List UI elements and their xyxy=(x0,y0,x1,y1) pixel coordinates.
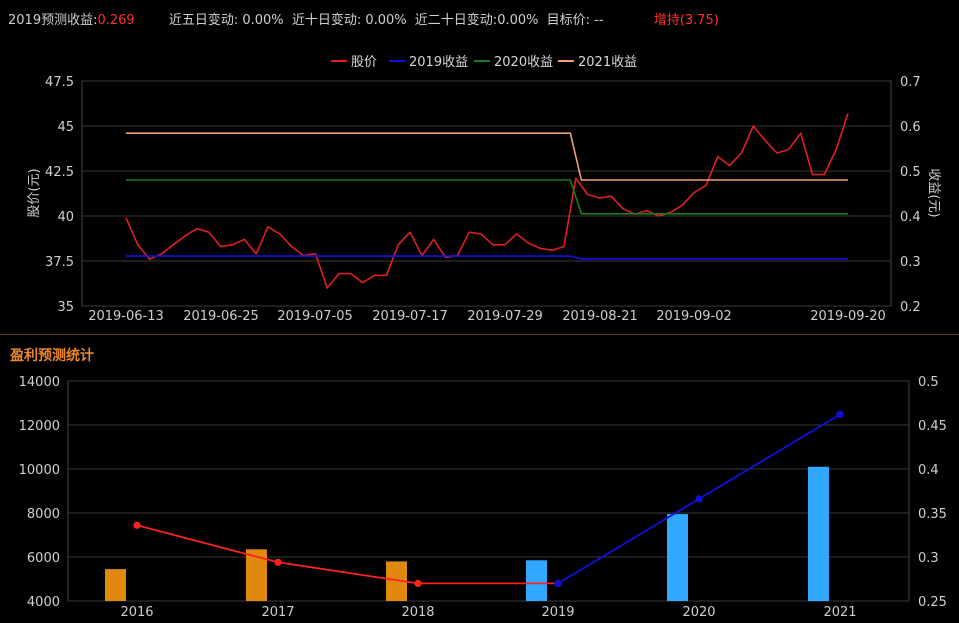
y-tick-label: 37.5 xyxy=(45,255,74,270)
y2-tick-label: 0.2 xyxy=(900,300,921,315)
x-tick-label: 2019 xyxy=(541,605,574,620)
y-tick-label: 12000 xyxy=(19,419,60,434)
y2-tick-label: 0.5 xyxy=(900,165,921,180)
forecast-label: 2019预测收益: xyxy=(8,13,98,28)
legend-label: 股价 xyxy=(351,55,377,70)
legend-label: 2020收益 xyxy=(494,55,553,70)
bar-2016 xyxy=(105,569,126,601)
x-tick-label: 2021 xyxy=(823,605,856,620)
y-tick-label: 40 xyxy=(57,210,74,225)
x-tick-label: 2019-06-13 xyxy=(88,309,164,324)
plot-frame xyxy=(81,80,892,307)
bar-2021 xyxy=(808,466,829,601)
y-tick-label: 14000 xyxy=(19,375,60,390)
y-tick-label: 47.5 xyxy=(45,75,74,90)
y2-tick-label: 0.6 xyxy=(900,120,921,135)
bar-2020 xyxy=(667,514,688,601)
y2-tick-label: 0.3 xyxy=(900,255,921,270)
x-tick-label: 2019-09-02 xyxy=(656,309,732,324)
y2-tick-label: 0.5 xyxy=(918,375,939,390)
plot-frame xyxy=(67,380,910,602)
forecast-value: 0.269 xyxy=(97,13,135,28)
x-tick-label: 2019-07-29 xyxy=(467,309,543,324)
y2-tick-label: 0.45 xyxy=(918,419,947,434)
series-line-2 xyxy=(126,255,848,260)
change5-value: 0.00% xyxy=(242,13,284,28)
y-tick-label: 8000 xyxy=(27,507,60,522)
x-tick-label: 2018 xyxy=(401,605,434,620)
y2-tick-label: 0.3 xyxy=(918,551,939,566)
change10-label: 近十日变动: xyxy=(291,13,362,28)
bar-2017 xyxy=(246,549,267,601)
eps-point xyxy=(695,495,703,503)
change20-label: 近二十日变动: xyxy=(414,13,498,28)
x-tick-label: 2019-07-17 xyxy=(372,309,448,324)
x-tick-label: 2019-06-25 xyxy=(183,309,259,324)
y2-tick-label: 0.35 xyxy=(918,507,947,522)
x-tick-label: 2020 xyxy=(682,605,715,620)
y2-tick-label: 0.25 xyxy=(918,595,947,610)
legend-label: 2021收益 xyxy=(578,55,637,70)
y-tick-label: 45 xyxy=(57,120,74,135)
eps-line-2 xyxy=(557,413,841,585)
eps-point xyxy=(274,558,282,566)
series-line-1 xyxy=(125,113,849,289)
eps-point xyxy=(133,521,141,529)
y-tick-label: 4000 xyxy=(27,595,60,610)
bar-2018 xyxy=(386,561,407,601)
legend-label: 2019收益 xyxy=(409,55,468,70)
eps-line-1 xyxy=(136,524,558,585)
change5-label: 近五日变动: xyxy=(168,13,239,28)
section-title: 盈利预测统计 xyxy=(10,348,94,364)
x-tick-label: 2019-09-20 xyxy=(810,309,886,324)
x-tick-label: 2016 xyxy=(120,605,153,620)
x-tick-label: 2019-08-21 xyxy=(562,309,638,324)
eps-point xyxy=(554,579,562,588)
eps-point xyxy=(836,410,844,418)
eps-point xyxy=(554,579,562,588)
change20-value: 0.00% xyxy=(497,13,539,28)
rating-badge: 增持(3.75) xyxy=(653,13,719,28)
y-axis-title: 股价(元) xyxy=(27,168,42,217)
summary-bar: 2019预测收益:0.269 近五日变动: 0.00% 近十日变动: 0.00%… xyxy=(8,9,719,28)
y2-axis-title: 收益(元) xyxy=(926,168,941,217)
target-value: -- xyxy=(594,13,604,28)
y2-tick-label: 0.4 xyxy=(918,463,939,478)
stock-price-chart: 35 37.5 40 42.5 45 47.5 0.2 0.3 0.4 0.5 0.6 0.7 2019… xyxy=(27,55,941,324)
eps-point xyxy=(414,579,422,588)
series-line-4 xyxy=(126,132,848,181)
y2-tick-label: 0.7 xyxy=(900,75,921,90)
x-tick-label: 2017 xyxy=(261,605,294,620)
series-line-3 xyxy=(126,179,848,215)
target-label: 目标价: xyxy=(546,13,591,28)
y-tick-label: 10000 xyxy=(19,463,60,478)
y-tick-label: 42.5 xyxy=(45,165,74,180)
x-tick-label: 2019-07-05 xyxy=(277,309,353,324)
y-tick-label: 35 xyxy=(57,300,74,315)
bar-2019 xyxy=(526,560,547,601)
section-divider xyxy=(0,334,959,335)
change10-value: 0.00% xyxy=(365,13,407,28)
y-tick-label: 6000 xyxy=(27,551,60,566)
y2-tick-label: 0.4 xyxy=(900,210,921,225)
